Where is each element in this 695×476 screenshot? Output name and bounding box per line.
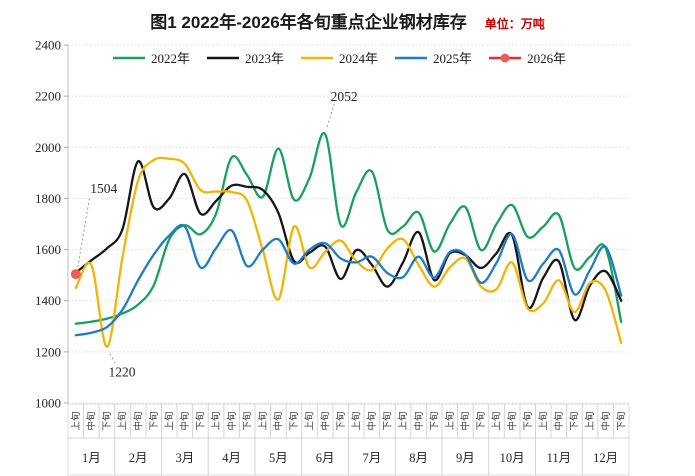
annotation-label: 2052 <box>331 89 358 104</box>
x-period-label: 下旬 <box>241 411 253 430</box>
y-tick-label: 1800 <box>35 191 61 206</box>
legend-swatch-icon <box>207 56 240 59</box>
legend-item-2022: 2022年 <box>112 48 190 67</box>
x-period-label: 上旬 <box>257 411 269 430</box>
series-line-2023 <box>74 160 623 322</box>
x-period-label: 上旬 <box>444 411 456 430</box>
x-period-label: 上旬 <box>164 411 176 430</box>
x-month-label: 7月 <box>362 451 381 465</box>
x-period-label: 下旬 <box>288 411 300 430</box>
legend-swatch-icon <box>489 53 522 62</box>
x-period-label: 中旬 <box>273 411 285 430</box>
x-month-label: 9月 <box>456 451 475 465</box>
x-period-label: 中旬 <box>506 411 518 430</box>
y-tick-label: 1600 <box>35 242 61 257</box>
x-period-label: 下旬 <box>475 411 487 430</box>
x-period-label: 中旬 <box>319 411 331 430</box>
x-period-label: 上旬 <box>70 411 82 430</box>
annotation-label: 1504 <box>90 181 117 196</box>
legend-item-2025: 2025年 <box>394 48 472 67</box>
legend-swatch-icon <box>395 56 428 59</box>
legend-item-2024: 2024年 <box>300 48 378 67</box>
chart-title: 图1 2022年-2026年各旬重点企业钢材库存 <box>150 13 467 32</box>
x-period-label: 中旬 <box>553 411 565 430</box>
x-month-label: 3月 <box>175 451 194 465</box>
annotation-leader-line <box>109 353 116 363</box>
y-tick-label: 2000 <box>35 140 61 155</box>
legend: 2022年 2023年 2024年 2025年 2026年 <box>112 48 566 67</box>
x-period-label: 上旬 <box>491 411 503 430</box>
x-month-label: 4月 <box>222 451 241 465</box>
x-period-label: 下旬 <box>335 411 347 430</box>
title-row: 图1 2022年-2026年各旬重点企业钢材库存 单位：万吨 <box>0 8 695 33</box>
x-period-label: 上旬 <box>351 411 363 430</box>
x-period-label: 上旬 <box>538 411 550 430</box>
legend-swatch-icon <box>113 56 145 59</box>
legend-label: 2024年 <box>339 51 379 66</box>
x-period-label: 下旬 <box>615 411 627 430</box>
x-month-label: 1月 <box>82 451 101 465</box>
y-tick-label: 2200 <box>35 89 61 104</box>
legend-item-2023: 2023年 <box>206 48 284 67</box>
legend-swatch-icon <box>301 56 334 59</box>
legend-item-2026: 2026年 <box>488 48 566 67</box>
x-period-label: 下旬 <box>148 411 160 430</box>
x-month-label: 6月 <box>316 451 335 465</box>
x-period-label: 中旬 <box>132 411 144 430</box>
x-month-label: 12月 <box>593 451 618 465</box>
series-line-2025 <box>74 223 623 337</box>
x-period-label: 中旬 <box>226 411 238 430</box>
series-marker-2026 <box>70 269 81 280</box>
x-period-label: 下旬 <box>101 411 113 430</box>
y-tick-label: 2400 <box>35 38 61 53</box>
x-period-label: 上旬 <box>584 411 596 430</box>
x-period-label: 下旬 <box>428 411 440 430</box>
x-period-label: 上旬 <box>397 411 409 430</box>
x-period-label: 中旬 <box>86 411 98 430</box>
annotation-leader-line <box>77 196 91 268</box>
legend-label: 2022年 <box>151 51 191 66</box>
x-period-label: 中旬 <box>600 411 612 430</box>
x-period-label: 中旬 <box>366 411 378 430</box>
x-period-label: 中旬 <box>413 411 425 430</box>
x-month-label: 2月 <box>129 451 148 465</box>
x-period-label: 中旬 <box>460 411 472 430</box>
y-tick-label: 1000 <box>35 396 61 411</box>
unit-label: 单位：万吨 <box>484 17 545 31</box>
x-period-label: 中旬 <box>179 411 191 430</box>
x-period-label: 下旬 <box>195 411 207 430</box>
x-month-label: 8月 <box>409 451 428 465</box>
x-period-label: 下旬 <box>569 411 581 430</box>
x-period-label: 上旬 <box>304 411 316 430</box>
x-period-label: 上旬 <box>117 411 129 430</box>
legend-label: 2025年 <box>433 51 473 66</box>
y-tick-label: 1400 <box>35 293 61 308</box>
x-period-label: 下旬 <box>382 411 394 430</box>
y-tick-label: 1200 <box>35 344 61 359</box>
x-month-label: 5月 <box>269 451 288 465</box>
x-month-label: 10月 <box>500 451 525 465</box>
x-month-cell <box>581 437 630 476</box>
series-line-2022 <box>74 132 623 325</box>
x-month-label: 11月 <box>547 451 572 465</box>
series-line-2024 <box>74 156 623 348</box>
legend-label: 2026年 <box>527 51 567 66</box>
x-period-label: 上旬 <box>210 411 222 430</box>
annotation-label: 1220 <box>108 365 135 380</box>
legend-label: 2023年 <box>245 51 285 66</box>
x-period-label: 下旬 <box>522 411 534 430</box>
annotation-leader-line <box>326 103 335 128</box>
